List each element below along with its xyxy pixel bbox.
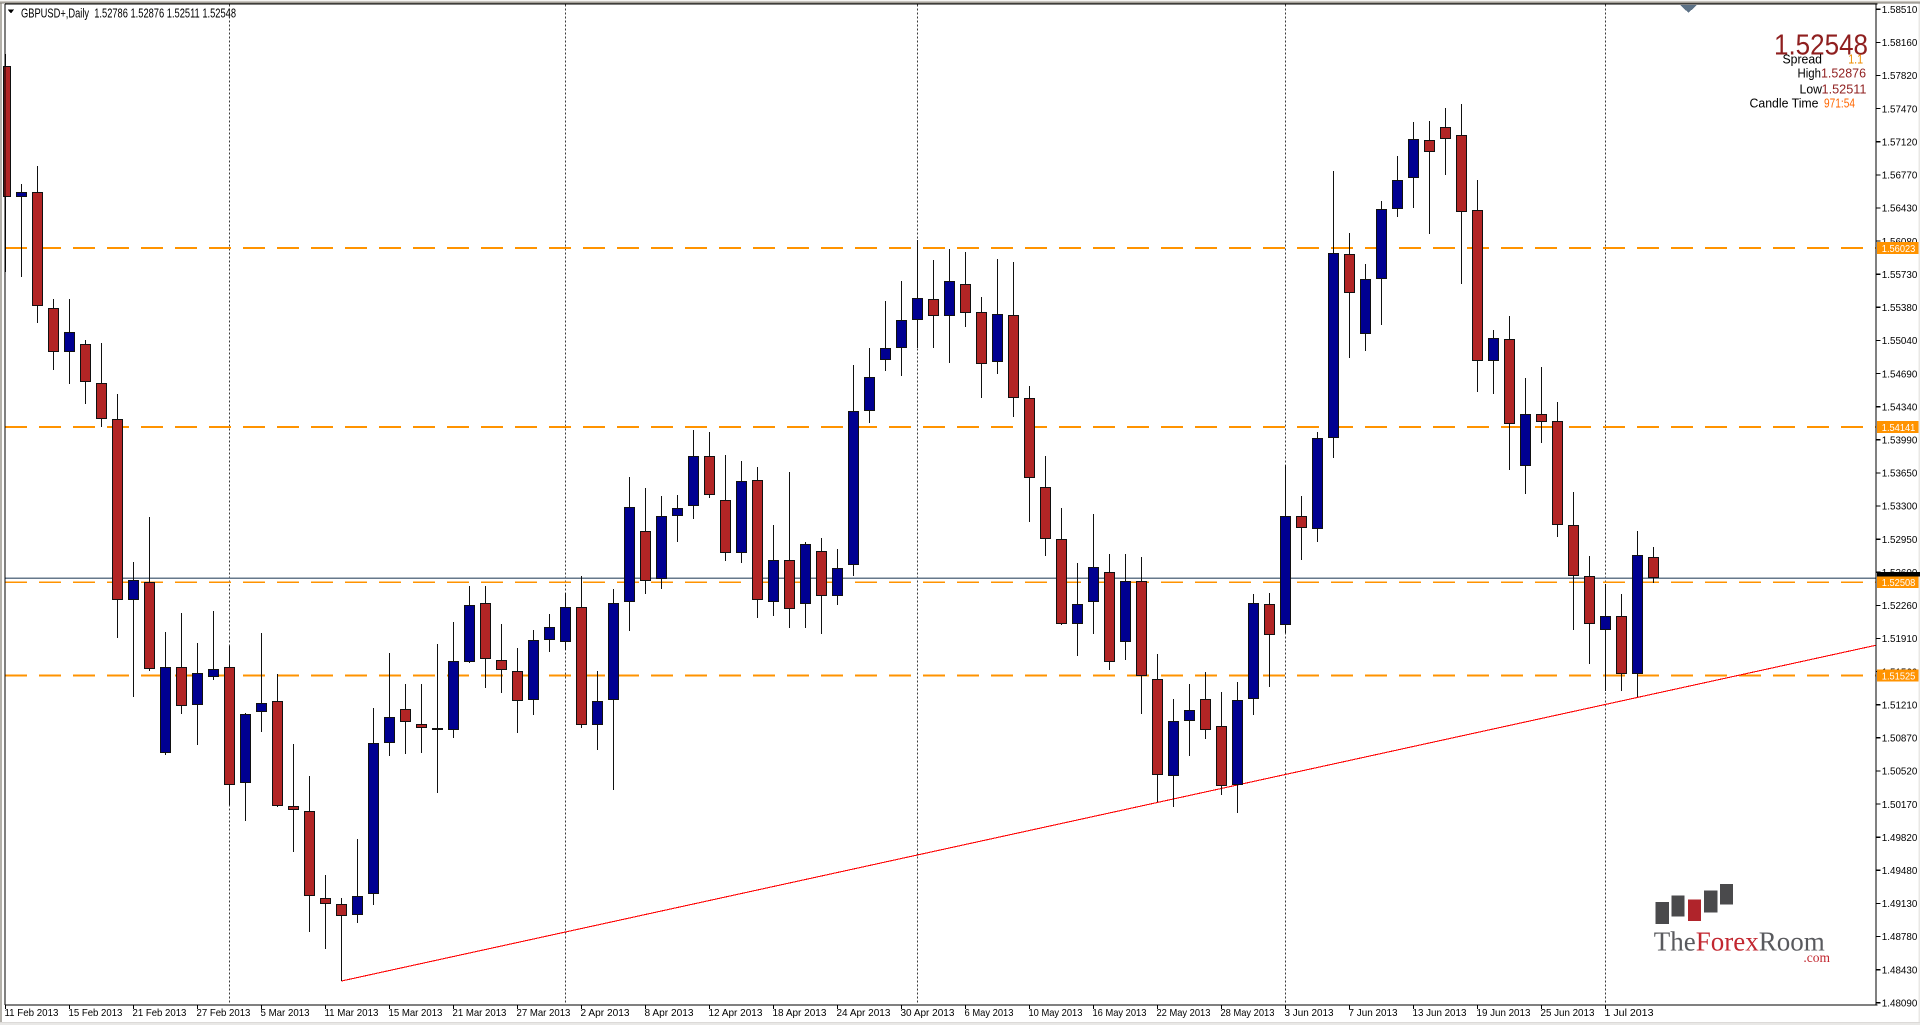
svg-text:1.57120: 1.57120 [1882,138,1918,149]
svg-text:7 Jun 2013: 7 Jun 2013 [1349,1008,1398,1019]
svg-text:11 Feb 2013: 11 Feb 2013 [5,1008,59,1019]
svg-text:TheForexRoom: TheForexRoom [1654,927,1825,957]
svg-text:18 Apr 2013: 18 Apr 2013 [773,1008,827,1019]
svg-text:1.55380: 1.55380 [1882,303,1918,314]
svg-text:1.52511: 1.52511 [1822,83,1867,97]
svg-text:30 Apr 2013: 30 Apr 2013 [901,1008,955,1019]
svg-text:13 Jun 2013: 13 Jun 2013 [1413,1008,1467,1019]
svg-text:19 Jun 2013: 19 Jun 2013 [1477,1008,1531,1019]
svg-text:High: High [1798,67,1822,81]
svg-text:1.49480: 1.49480 [1882,866,1918,877]
svg-text:1.52876: 1.52876 [1821,67,1866,81]
svg-text:1.58510: 1.58510 [1882,5,1918,16]
svg-text:1.57820: 1.57820 [1882,71,1918,82]
svg-text:1.58160: 1.58160 [1882,38,1918,49]
svg-text:6 May 2013: 6 May 2013 [965,1008,1014,1019]
svg-text:1.52950: 1.52950 [1882,535,1918,546]
svg-text:1.56023: 1.56023 [1882,244,1916,255]
svg-text:1.50870: 1.50870 [1882,734,1918,745]
svg-text:Candle Time: Candle Time [1750,97,1819,111]
svg-text:25 Jun 2013: 25 Jun 2013 [1541,1008,1595,1019]
svg-text:1.51910: 1.51910 [1882,634,1918,645]
svg-text:11 Mar 2013: 11 Mar 2013 [325,1008,379,1019]
svg-text:1.57470: 1.57470 [1882,104,1918,115]
svg-text:15 Mar 2013: 15 Mar 2013 [389,1008,443,1019]
svg-text:1.55040: 1.55040 [1882,336,1918,347]
svg-text:5 Mar 2013: 5 Mar 2013 [261,1008,310,1019]
svg-text:Low: Low [1800,83,1823,97]
svg-text:1.51210: 1.51210 [1882,700,1918,711]
svg-text:1.50170: 1.50170 [1882,800,1918,811]
svg-text:1.48430: 1.48430 [1882,965,1918,976]
svg-text:.com: .com [1803,950,1830,965]
svg-text:1.53300: 1.53300 [1882,502,1918,513]
svg-text:GBPUSD+,Daily 1.52786 1.52876: GBPUSD+,Daily 1.52786 1.52876 1.52511 1.… [21,7,236,21]
svg-text:1.1: 1.1 [1848,52,1863,66]
svg-text:1.54340: 1.54340 [1882,402,1918,413]
svg-text:1.55730: 1.55730 [1882,270,1918,281]
svg-text:10 May 2013: 10 May 2013 [1029,1008,1083,1019]
svg-text:1.53990: 1.53990 [1882,436,1918,447]
svg-text:2 Apr 2013: 2 Apr 2013 [581,1008,630,1019]
svg-text:8 Apr 2013: 8 Apr 2013 [645,1008,694,1019]
svg-text:24 Apr 2013: 24 Apr 2013 [837,1008,891,1019]
svg-text:1.54690: 1.54690 [1882,369,1918,380]
svg-text:28 May 2013: 28 May 2013 [1221,1008,1275,1019]
svg-text:1.51525: 1.51525 [1882,671,1916,682]
svg-text:1.49130: 1.49130 [1882,899,1918,910]
svg-text:1.52548: 1.52548 [1774,29,1868,61]
svg-text:22 May 2013: 22 May 2013 [1157,1008,1211,1019]
svg-text:1.52260: 1.52260 [1882,601,1918,612]
svg-text:16 May 2013: 16 May 2013 [1093,1008,1147,1019]
svg-text:Spread: Spread [1783,52,1823,66]
svg-text:971:54: 971:54 [1824,97,1855,111]
svg-text:1.49820: 1.49820 [1882,833,1918,844]
svg-text:3 Jun 2013: 3 Jun 2013 [1285,1008,1334,1019]
svg-text:1.48090: 1.48090 [1882,999,1918,1010]
svg-text:27 Feb 2013: 27 Feb 2013 [197,1008,251,1019]
svg-text:15 Feb 2013: 15 Feb 2013 [69,1008,123,1019]
svg-text:21 Mar 2013: 21 Mar 2013 [453,1008,507,1019]
svg-text:1.48780: 1.48780 [1882,932,1918,943]
svg-text:1.56430: 1.56430 [1882,204,1918,215]
svg-text:27 Mar 2013: 27 Mar 2013 [517,1008,571,1019]
svg-text:1.52508: 1.52508 [1882,578,1916,589]
svg-text:1 Jul 2013: 1 Jul 2013 [1605,1008,1654,1019]
svg-text:1.50520: 1.50520 [1882,767,1918,778]
svg-text:1.56770: 1.56770 [1882,171,1918,182]
svg-text:21 Feb 2013: 21 Feb 2013 [133,1008,187,1019]
svg-text:12 Apr 2013: 12 Apr 2013 [709,1008,763,1019]
svg-text:1.54141: 1.54141 [1882,423,1916,434]
svg-text:1.53650: 1.53650 [1882,469,1918,480]
